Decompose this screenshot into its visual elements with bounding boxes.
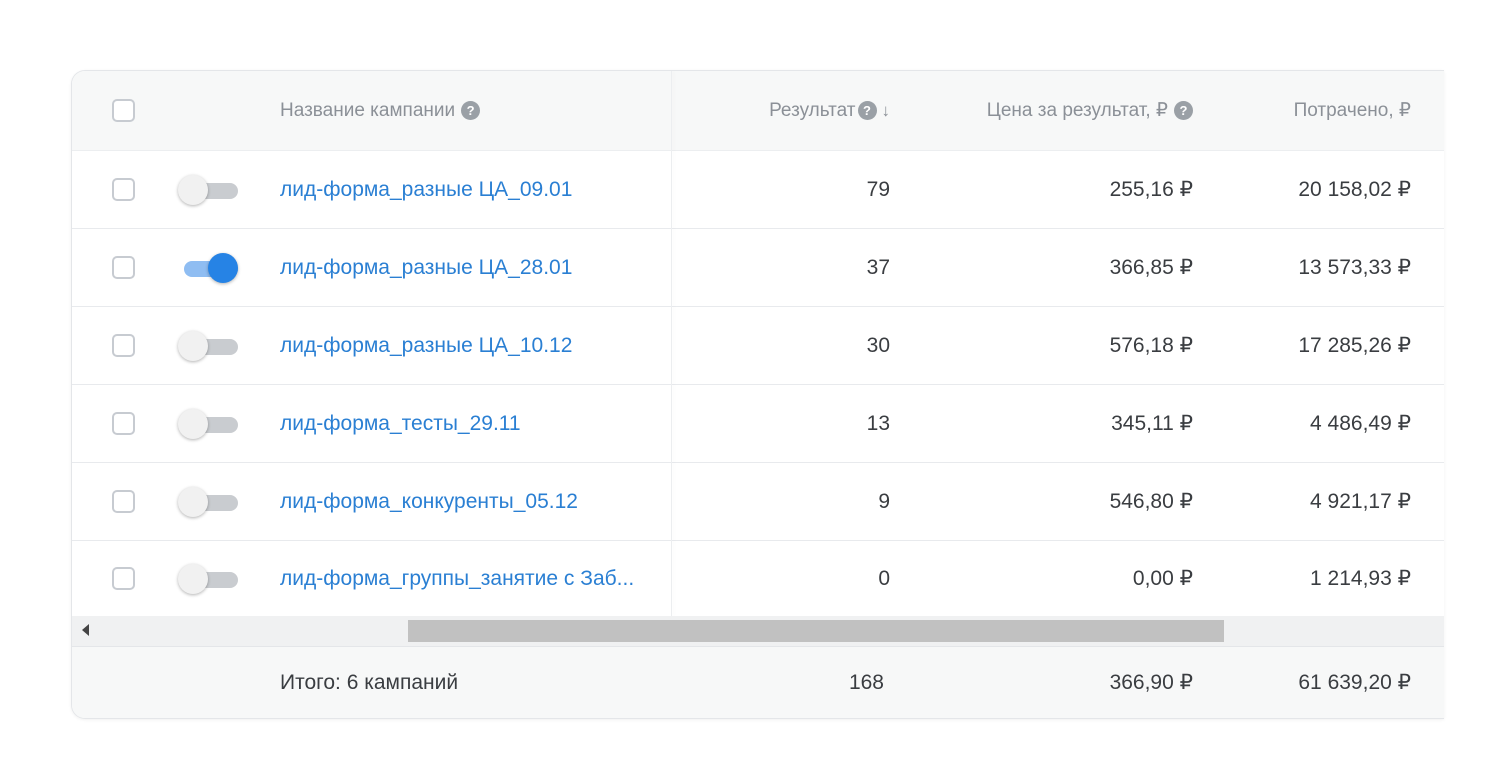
header-price-label: Цена за результат, ₽ — [986, 100, 1168, 121]
spent-value: 20 158,02 ₽ — [1298, 178, 1411, 201]
spent-value: 4 486,49 ₽ — [1310, 412, 1411, 435]
price-value: 576,18 ₽ — [1109, 334, 1193, 357]
header-name-label: Название кампании — [280, 99, 456, 121]
row-checkbox[interactable] — [112, 490, 135, 513]
price-value: 546,80 ₽ — [1109, 490, 1193, 513]
spent-value: 13 573,33 ₽ — [1298, 256, 1411, 279]
result-value: 9 — [878, 489, 890, 513]
row-checkbox[interactable] — [112, 256, 135, 279]
price-value: 255,16 ₽ — [1109, 178, 1193, 201]
table-footer: Итого: 6 кампаний 168 366,90 ₽ 61 639,20… — [72, 647, 1444, 718]
select-all-checkbox[interactable] — [112, 99, 135, 122]
help-icon[interactable]: ? — [857, 101, 877, 120]
spent-value: 1 214,93 ₽ — [1310, 567, 1411, 590]
price-value: 345,11 ₽ — [1111, 412, 1193, 435]
total-label: Итого: 6 кампаний — [280, 670, 459, 694]
scroll-left-arrow-icon[interactable] — [82, 624, 89, 636]
price-value: 366,85 ₽ — [1109, 256, 1193, 279]
table-header: Название кампании ? Результат ? ↓ Цена з… — [72, 71, 1444, 151]
result-value: 30 — [866, 333, 890, 357]
header-result-label: Результат — [769, 99, 856, 121]
total-price: 366,90 ₽ — [1109, 671, 1193, 694]
campaign-toggle[interactable] — [178, 563, 238, 594]
spent-value: 17 285,26 ₽ — [1298, 334, 1411, 357]
price-value: 0,00 ₽ — [1132, 567, 1193, 590]
scrollbar-thumb[interactable] — [408, 620, 1224, 642]
horizontal-scrollbar[interactable] — [72, 616, 1444, 647]
result-value: 13 — [866, 411, 890, 435]
header-name[interactable]: Название кампании ? — [280, 71, 660, 150]
header-result[interactable]: Результат ? ↓ — [672, 71, 890, 150]
spent-value: 4 921,17 ₽ — [1310, 490, 1411, 513]
table-row: лид-форма_группы_занятие с Заб... 0 0,00… — [72, 541, 1444, 616]
help-icon[interactable]: ? — [1174, 101, 1193, 120]
campaign-name-link[interactable]: лид-форма_конкуренты_05.12 — [280, 489, 578, 513]
campaign-toggle[interactable] — [178, 330, 238, 361]
table-row: лид-форма_тесты_29.11 13 345,11 ₽ 4 486,… — [72, 385, 1444, 463]
column-divider — [671, 71, 672, 616]
campaigns-table: Название кампании ? Результат ? ↓ Цена з… — [71, 70, 1444, 719]
campaign-toggle[interactable] — [178, 252, 238, 283]
table-row: лид-форма_разные ЦА_28.01 37 366,85 ₽ 13… — [72, 229, 1444, 307]
table-row: лид-форма_разные ЦА_09.01 79 255,16 ₽ 20… — [72, 151, 1444, 229]
campaign-name-link[interactable]: лид-форма_разные ЦА_28.01 — [280, 255, 573, 279]
table-row: лид-форма_конкуренты_05.12 9 546,80 ₽ 4 … — [72, 463, 1444, 541]
row-checkbox[interactable] — [112, 567, 135, 590]
campaign-toggle[interactable] — [178, 486, 238, 517]
campaign-name-link[interactable]: лид-форма_разные ЦА_10.12 — [280, 333, 573, 357]
help-icon[interactable]: ? — [461, 101, 481, 120]
sort-arrow-icon[interactable]: ↓ — [881, 100, 891, 120]
result-value: 0 — [878, 566, 890, 590]
table-row: лид-форма_разные ЦА_10.12 30 576,18 ₽ 17… — [72, 307, 1444, 385]
total-result: 168 — [848, 670, 884, 694]
header-spent[interactable]: Потрачено, ₽ — [1202, 71, 1411, 150]
campaign-name-link[interactable]: лид-форма_разные ЦА_09.01 — [280, 177, 573, 201]
campaign-name-link[interactable]: лид-форма_тесты_29.11 — [280, 411, 521, 435]
result-value: 37 — [866, 255, 890, 279]
header-price[interactable]: Цена за результат, ₽ ? — [902, 71, 1193, 150]
row-checkbox[interactable] — [112, 334, 135, 357]
campaign-toggle[interactable] — [178, 408, 238, 439]
row-checkbox[interactable] — [112, 178, 135, 201]
total-spent: 61 639,20 ₽ — [1298, 671, 1411, 694]
result-value: 79 — [866, 177, 890, 201]
campaign-toggle[interactable] — [178, 174, 238, 205]
row-checkbox[interactable] — [112, 412, 135, 435]
campaign-name-link[interactable]: лид-форма_группы_занятие с Заб... — [280, 566, 635, 590]
header-spent-label: Потрачено, ₽ — [1293, 100, 1411, 121]
